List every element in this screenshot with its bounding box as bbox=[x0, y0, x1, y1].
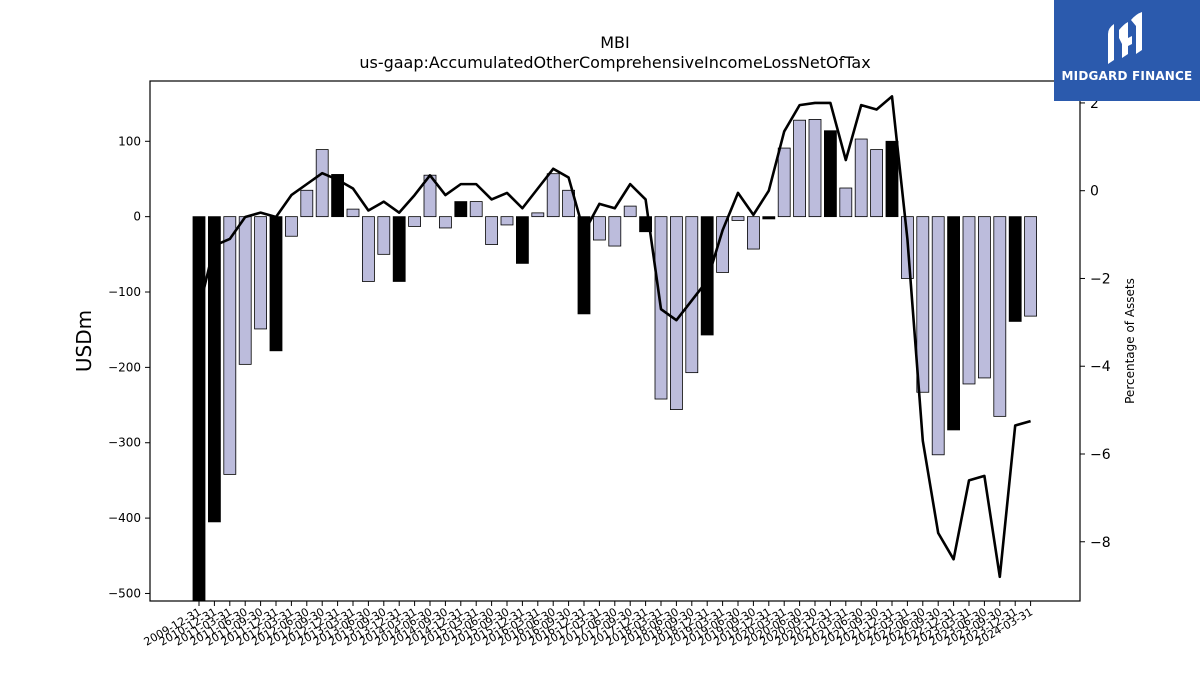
bar bbox=[577, 216, 591, 315]
bar bbox=[947, 216, 960, 431]
bar bbox=[839, 187, 853, 218]
bar bbox=[377, 216, 391, 255]
y-tick-label: −300 bbox=[108, 436, 141, 450]
bar bbox=[854, 138, 868, 218]
bar bbox=[993, 216, 1007, 417]
bar bbox=[700, 216, 714, 336]
bar bbox=[531, 212, 545, 218]
bar bbox=[1024, 216, 1037, 317]
y2-tick-label: −2 bbox=[1090, 271, 1111, 287]
bar bbox=[315, 149, 329, 218]
bar bbox=[516, 216, 529, 264]
plot-area: 1000−100−200−300−400−50020−2−4−6−82009-1… bbox=[108, 80, 1111, 649]
bar bbox=[546, 173, 560, 218]
bar bbox=[870, 149, 883, 218]
bar bbox=[608, 216, 622, 247]
bar bbox=[808, 119, 822, 218]
bar bbox=[269, 216, 283, 352]
y-tick-label: 100 bbox=[118, 134, 141, 148]
y-tick-label: −100 bbox=[108, 285, 141, 299]
bar bbox=[454, 201, 468, 218]
bar bbox=[916, 216, 930, 393]
bar bbox=[885, 140, 899, 218]
bar bbox=[1008, 216, 1022, 322]
y-tick-label: 0 bbox=[133, 210, 141, 224]
bar bbox=[500, 216, 514, 226]
bar bbox=[793, 119, 806, 218]
bar bbox=[623, 205, 637, 218]
y-tick-label: −200 bbox=[108, 360, 141, 374]
bar bbox=[346, 208, 360, 218]
y2-tick-label: 0 bbox=[1090, 184, 1099, 200]
bar bbox=[254, 216, 268, 330]
bar bbox=[238, 216, 252, 365]
bar bbox=[593, 216, 606, 241]
chart-subtitle: us-gaap:AccumulatedOtherComprehensiveInc… bbox=[359, 53, 870, 72]
bar bbox=[192, 216, 206, 602]
logo-text: MIDGARD FINANCE bbox=[1061, 69, 1193, 83]
bar bbox=[469, 201, 483, 218]
y-tick-label: −500 bbox=[108, 586, 141, 600]
bar bbox=[438, 216, 452, 229]
bar bbox=[962, 216, 976, 385]
percentage-of-assets-line bbox=[197, 95, 1031, 579]
bar bbox=[300, 189, 314, 218]
bar bbox=[716, 216, 729, 273]
y2-tick-label: 2 bbox=[1090, 96, 1099, 112]
bar bbox=[392, 216, 406, 282]
bar bbox=[931, 216, 945, 456]
bar bbox=[747, 216, 760, 250]
y2-tick-label: −4 bbox=[1090, 359, 1111, 375]
bar bbox=[978, 216, 991, 379]
chart-title: MBI bbox=[600, 33, 630, 52]
logo-badge: MIDGARD FINANCE bbox=[1054, 0, 1200, 101]
y2-axis-label: Percentage of Assets bbox=[1123, 278, 1137, 404]
y2-tick-label: −6 bbox=[1090, 447, 1111, 463]
bar bbox=[361, 216, 375, 282]
bar bbox=[777, 147, 791, 218]
bar bbox=[762, 216, 776, 220]
y-tick-label: −400 bbox=[108, 511, 141, 525]
bar bbox=[731, 216, 745, 221]
bar bbox=[207, 216, 221, 523]
bar bbox=[485, 216, 499, 245]
y-axis-label: USDm bbox=[72, 310, 96, 372]
bar bbox=[223, 216, 237, 475]
y2-tick-label: −8 bbox=[1090, 535, 1111, 551]
bar bbox=[824, 130, 837, 218]
bar bbox=[408, 216, 422, 227]
bar bbox=[284, 216, 298, 237]
midgard-logo-icon bbox=[1108, 12, 1142, 64]
bar bbox=[331, 174, 345, 218]
